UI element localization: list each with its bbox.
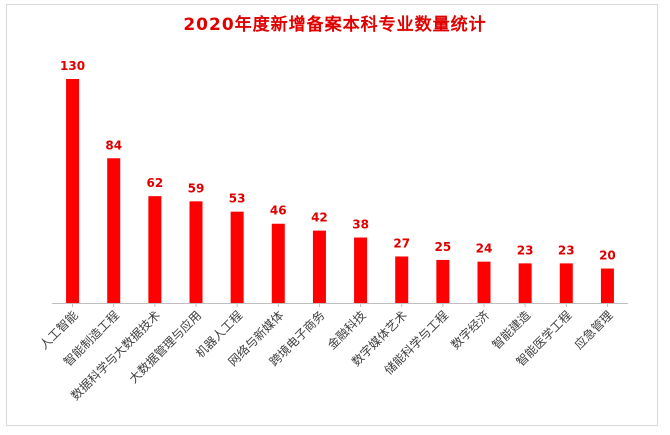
bar (354, 237, 368, 303)
bar (312, 230, 326, 303)
bar (436, 259, 450, 303)
category-label: 数字经济 (448, 308, 493, 353)
bar (189, 201, 203, 303)
data-label: 130 (60, 59, 85, 73)
data-label: 84 (105, 138, 122, 152)
bar (107, 158, 121, 303)
data-label: 25 (435, 240, 452, 254)
bar (477, 261, 491, 303)
data-label: 53 (229, 192, 246, 206)
category-label: 应急管理 (571, 308, 616, 353)
data-label: 27 (393, 236, 410, 250)
data-label: 59 (188, 181, 205, 195)
bar (66, 79, 80, 303)
data-label: 23 (558, 243, 575, 257)
bar (271, 223, 285, 303)
bar (518, 263, 532, 303)
bar (230, 211, 244, 303)
bar (559, 263, 573, 303)
chart-title: 2020年度新增备案本科专业数量统计 (183, 15, 487, 35)
data-label: 23 (517, 243, 534, 257)
data-label: 24 (476, 242, 493, 256)
data-label: 38 (352, 218, 369, 232)
data-label: 42 (311, 211, 328, 225)
data-label: 20 (599, 249, 616, 263)
bar (148, 196, 162, 303)
bar (395, 256, 409, 303)
data-label: 62 (147, 176, 164, 190)
bar (600, 268, 614, 303)
data-label: 46 (270, 204, 287, 218)
category-label: 大数据管理与应用 (126, 308, 204, 386)
